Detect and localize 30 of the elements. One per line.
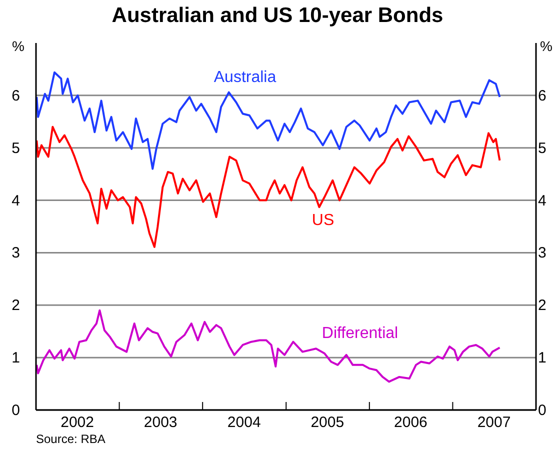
x-tick-label: 2002 — [60, 414, 94, 431]
y-tick-label: 2 — [12, 297, 20, 314]
chart-title: Australian and US 10-year Bonds — [110, 4, 444, 28]
series-label: US — [312, 212, 334, 230]
y-tick-label: 4 — [12, 192, 20, 210]
x-tick-label: 2004 — [227, 414, 261, 431]
source-note: Source: RBA — [36, 432, 106, 446]
y-tick-label: 0 — [12, 402, 20, 419]
line-series — [36, 309, 501, 383]
x-tick-label: 2007 — [477, 414, 511, 431]
y2-tick-label: 6 — [538, 87, 546, 104]
y2-tick-label: 5 — [538, 140, 546, 157]
y2-axis-title: % — [540, 38, 552, 54]
series-label: Differential — [322, 325, 398, 343]
y2-tick-label: 2 — [538, 297, 546, 314]
y-tick-label: 6 — [12, 87, 20, 104]
x-tick-label: 2005 — [310, 414, 344, 431]
y-tick-label: 5 — [12, 140, 20, 157]
y2-tick-label: 4 — [538, 192, 546, 210]
x-tick-label: 2006 — [394, 414, 428, 431]
y-axis-title: % — [12, 38, 24, 54]
y2-tick-label: 0 — [538, 402, 546, 419]
x-tick-label: 2003 — [144, 414, 178, 431]
series-label: Australia — [214, 69, 276, 87]
y2-tick-label: 1 — [538, 350, 546, 367]
y-tick-label: 3 — [12, 244, 20, 262]
line-series — [36, 126, 501, 248]
line-series — [36, 71, 501, 170]
y-tick-label: 1 — [12, 350, 20, 367]
y2-tick-label: 3 — [538, 244, 546, 262]
